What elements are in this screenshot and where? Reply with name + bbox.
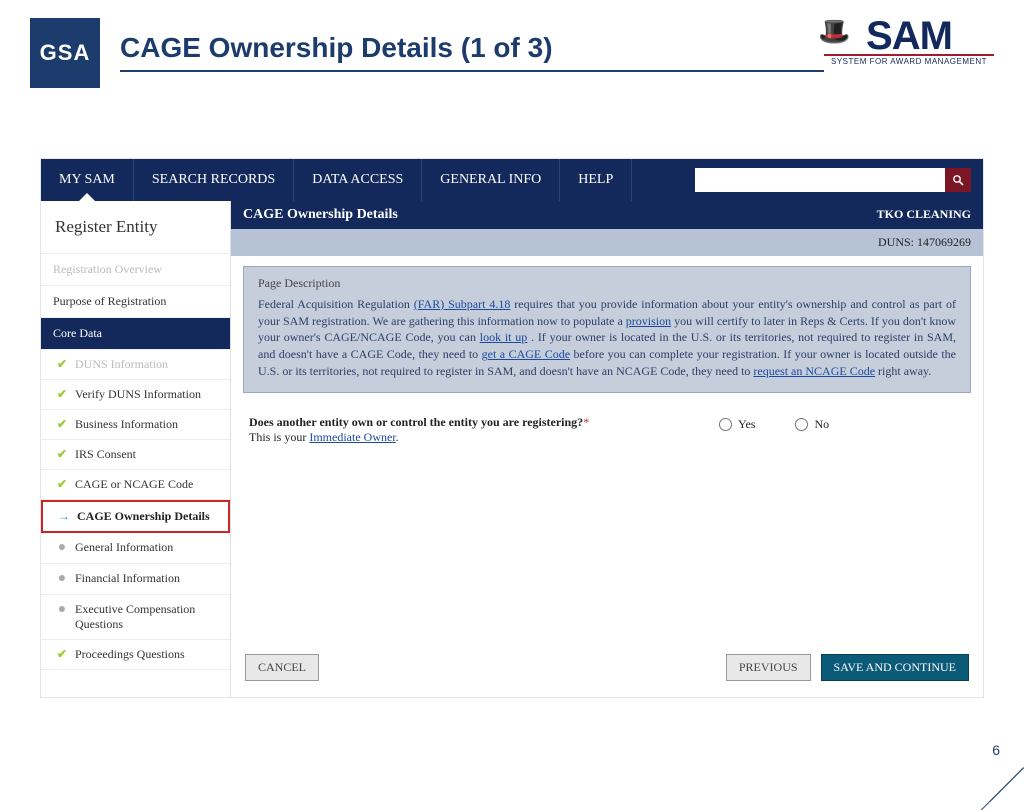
sidebar-item-label: Business Information	[75, 417, 222, 432]
option-no[interactable]: No	[795, 417, 829, 432]
slide-title: CAGE Ownership Details (1 of 3)	[120, 18, 824, 72]
sidebar-item-label: CAGE or NCAGE Code	[75, 477, 222, 492]
duns-bar: DUNS: 147069269	[231, 229, 983, 256]
sidebar-item-duns-info[interactable]: ✔ DUNS Information	[41, 350, 230, 380]
sidebar-item-label: Executive Compensation Questions	[75, 602, 222, 632]
dot-icon: ●	[55, 540, 69, 556]
dot-icon: ●	[55, 602, 69, 618]
question-subtext: This is your Immediate Owner.	[249, 430, 399, 444]
main-panel: CAGE Ownership Details TKO CLEANING DUNS…	[231, 201, 983, 697]
link-look-it-up[interactable]: look it up	[480, 330, 528, 344]
page-description-box: Page Description Federal Acquisition Reg…	[243, 266, 971, 393]
button-row: CANCEL PREVIOUS SAVE AND CONTINUE	[231, 642, 983, 697]
link-request-ncage[interactable]: request an NCAGE Code	[753, 364, 875, 378]
option-yes[interactable]: Yes	[719, 417, 755, 432]
tab-search-records[interactable]: SEARCH RECORDS	[134, 159, 294, 201]
sam-logo: 🎩SAM SYSTEM FOR AWARD MANAGEMENT	[824, 18, 994, 66]
sidebar-item-label: IRS Consent	[75, 447, 222, 462]
sidebar-item-general-info[interactable]: ● General Information	[41, 533, 230, 564]
arrow-icon: →	[57, 509, 71, 524]
sidebar-item-exec-comp[interactable]: ● Executive Compensation Questions	[41, 595, 230, 640]
check-icon: ✔	[55, 647, 69, 662]
sidebar-title: Register Entity	[41, 201, 230, 254]
check-icon: ✔	[55, 447, 69, 462]
previous-button[interactable]: PREVIOUS	[726, 654, 811, 681]
sidebar-section-core-data[interactable]: Core Data	[41, 318, 230, 350]
search-input[interactable]	[695, 168, 945, 192]
link-provision[interactable]: provision	[626, 314, 671, 328]
duns-value: 147069269	[917, 235, 971, 249]
app-frame: MY SAM SEARCH RECORDS DATA ACCESS GENERA…	[40, 158, 984, 698]
search-icon	[952, 174, 964, 186]
sidebar-purpose[interactable]: Purpose of Registration	[41, 286, 230, 318]
radio-yes[interactable]	[719, 418, 732, 431]
ownership-question: Does another entity own or control the e…	[231, 403, 983, 457]
link-far-subpart[interactable]: (FAR) Subpart 4.18	[414, 297, 511, 311]
sidebar-item-proceedings[interactable]: ✔ Proceedings Questions	[41, 640, 230, 670]
gsa-logo: GSA	[30, 18, 100, 88]
panel-header: CAGE Ownership Details TKO CLEANING	[231, 201, 983, 229]
check-icon: ✔	[55, 357, 69, 372]
link-immediate-owner[interactable]: Immediate Owner	[309, 430, 395, 444]
dot-icon: ●	[55, 571, 69, 587]
sidebar-item-label: Financial Information	[75, 571, 222, 586]
sidebar-item-financial-info[interactable]: ● Financial Information	[41, 564, 230, 595]
sidebar-item-business-info[interactable]: ✔ Business Information	[41, 410, 230, 440]
page-number: 6	[992, 742, 1000, 758]
description-title: Page Description	[258, 275, 956, 292]
hat-icon: 🎩	[818, 20, 849, 43]
link-get-cage[interactable]: get a CAGE Code	[482, 347, 570, 361]
question-text: Does another entity own or control the e…	[249, 415, 583, 429]
tab-help[interactable]: HELP	[560, 159, 632, 201]
sidebar: Register Entity Registration Overview Pu…	[41, 201, 231, 697]
sidebar-item-irs-consent[interactable]: ✔ IRS Consent	[41, 440, 230, 470]
cancel-button[interactable]: CANCEL	[245, 654, 319, 681]
sidebar-item-label: DUNS Information	[75, 357, 222, 372]
panel-title: CAGE Ownership Details	[243, 207, 398, 223]
sidebar-item-label: CAGE Ownership Details	[77, 509, 220, 524]
save-continue-button[interactable]: SAVE AND CONTINUE	[821, 654, 969, 681]
sidebar-item-cage-ownership[interactable]: → CAGE Ownership Details	[41, 500, 230, 533]
description-text: Federal Acquisition Regulation (FAR) Sub…	[258, 297, 956, 378]
check-icon: ✔	[55, 477, 69, 492]
check-icon: ✔	[55, 417, 69, 432]
entity-name: TKO CLEANING	[877, 207, 971, 223]
sidebar-item-label: Proceedings Questions	[75, 647, 222, 662]
required-asterisk: *	[583, 415, 589, 429]
search-button[interactable]	[945, 168, 971, 192]
tab-data-access[interactable]: DATA ACCESS	[294, 159, 422, 201]
corner-decoration	[964, 708, 1024, 768]
tab-general-info[interactable]: GENERAL INFO	[422, 159, 560, 201]
top-nav: MY SAM SEARCH RECORDS DATA ACCESS GENERA…	[41, 159, 983, 201]
duns-label: DUNS:	[878, 235, 914, 249]
sidebar-item-verify-duns[interactable]: ✔ Verify DUNS Information	[41, 380, 230, 410]
sidebar-overview[interactable]: Registration Overview	[41, 254, 230, 286]
sidebar-item-label: General Information	[75, 540, 222, 555]
sidebar-item-label: Verify DUNS Information	[75, 387, 222, 402]
check-icon: ✔	[55, 387, 69, 402]
radio-no[interactable]	[795, 418, 808, 431]
tab-my-sam[interactable]: MY SAM	[41, 159, 134, 201]
sidebar-item-cage-code[interactable]: ✔ CAGE or NCAGE Code	[41, 470, 230, 500]
